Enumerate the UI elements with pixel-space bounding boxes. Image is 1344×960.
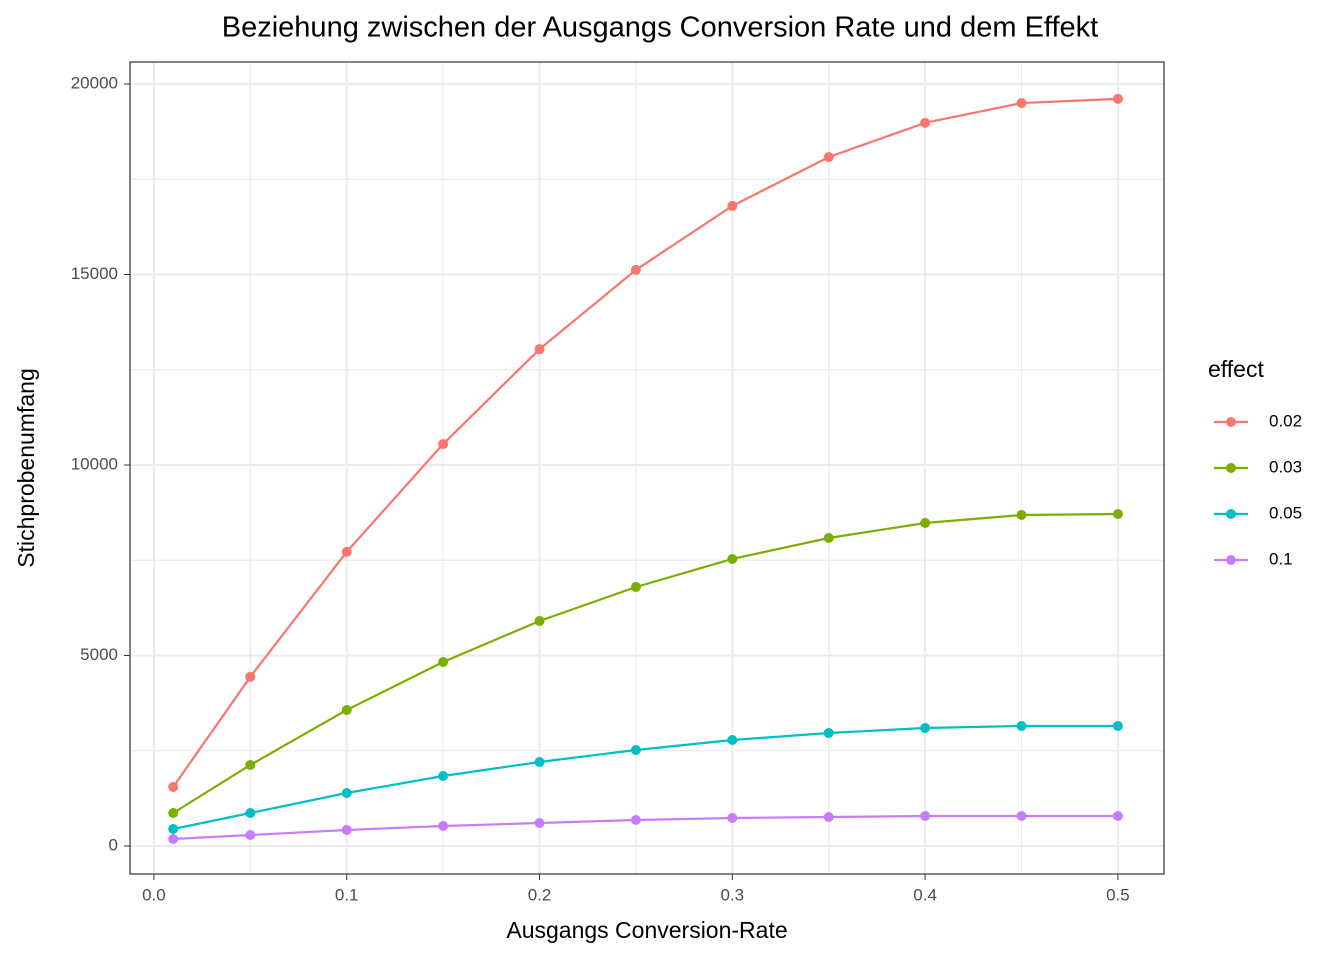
data-point (341, 824, 352, 835)
legend-point (1226, 555, 1236, 565)
data-point (1016, 98, 1027, 109)
data-point (534, 756, 545, 767)
series-line (172, 512, 1118, 814)
data-point (630, 744, 641, 755)
y-tick-label: 15000 (71, 264, 118, 283)
data-point (920, 811, 931, 822)
data-point (823, 727, 834, 738)
data-point (727, 812, 738, 823)
plot-border (129, 61, 1165, 875)
legend-label: 0.03 (1269, 457, 1302, 476)
series-line (172, 97, 1118, 788)
x-tick-label: 0.3 (720, 885, 744, 904)
data-point (1112, 508, 1123, 519)
data-point (1112, 811, 1123, 822)
x-tick-label: 0.5 (1106, 885, 1130, 904)
legend-label: 0.05 (1269, 503, 1302, 522)
data-point (534, 615, 545, 626)
data-point (920, 117, 931, 128)
y-tick-label: 0 (109, 835, 118, 854)
x-tick-label: 0.1 (335, 885, 359, 904)
data-point (1016, 509, 1027, 520)
chart-title: Beziehung zwischen der Ausgangs Conversi… (222, 12, 1098, 44)
series-line (172, 724, 1118, 831)
y-tick-label: 20000 (71, 73, 118, 92)
data-point (1112, 720, 1123, 731)
data-point (534, 344, 545, 355)
data-point (245, 759, 256, 770)
data-point (438, 439, 449, 450)
x-tick-label: 0.2 (528, 885, 552, 904)
y-axis-title: Stichprobenumfang (13, 368, 39, 567)
data-point (341, 787, 352, 798)
data-point (823, 152, 834, 163)
data-point (1016, 720, 1027, 731)
data-point (168, 781, 179, 792)
data-point (1016, 811, 1027, 822)
x-tick-label: 0.0 (142, 885, 166, 904)
data-point (920, 517, 931, 528)
data-point (727, 200, 738, 211)
data-point (341, 704, 352, 715)
data-point (168, 824, 179, 835)
data-point (245, 829, 256, 840)
data-point (438, 657, 449, 668)
data-point (920, 722, 931, 733)
data-point (823, 812, 834, 823)
data-point (168, 833, 179, 844)
data-point (245, 808, 256, 819)
data-point (727, 553, 738, 564)
data-point (438, 820, 449, 831)
y-tick-label: 10000 (71, 454, 118, 473)
data-point (630, 264, 641, 275)
data-point (534, 817, 545, 828)
data-point (438, 771, 449, 782)
y-tick-label: 5000 (80, 645, 118, 664)
data-point (245, 671, 256, 682)
legend-label: 0.1 (1269, 549, 1293, 568)
x-axis-title: Ausgangs Conversion-Rate (506, 917, 787, 943)
data-point (727, 735, 738, 746)
legend-title: effect (1208, 356, 1264, 382)
x-tick-label: 0.4 (913, 885, 937, 904)
data-point (630, 581, 641, 592)
data-point (630, 815, 641, 826)
legend-point (1226, 463, 1236, 473)
data-point (1112, 93, 1123, 104)
legend-point (1226, 509, 1236, 519)
data-point (823, 532, 834, 543)
series-line (173, 814, 1118, 841)
legend-point (1226, 417, 1236, 427)
data-point (341, 546, 352, 557)
data-point (168, 808, 179, 819)
legend-label: 0.02 (1269, 411, 1302, 430)
